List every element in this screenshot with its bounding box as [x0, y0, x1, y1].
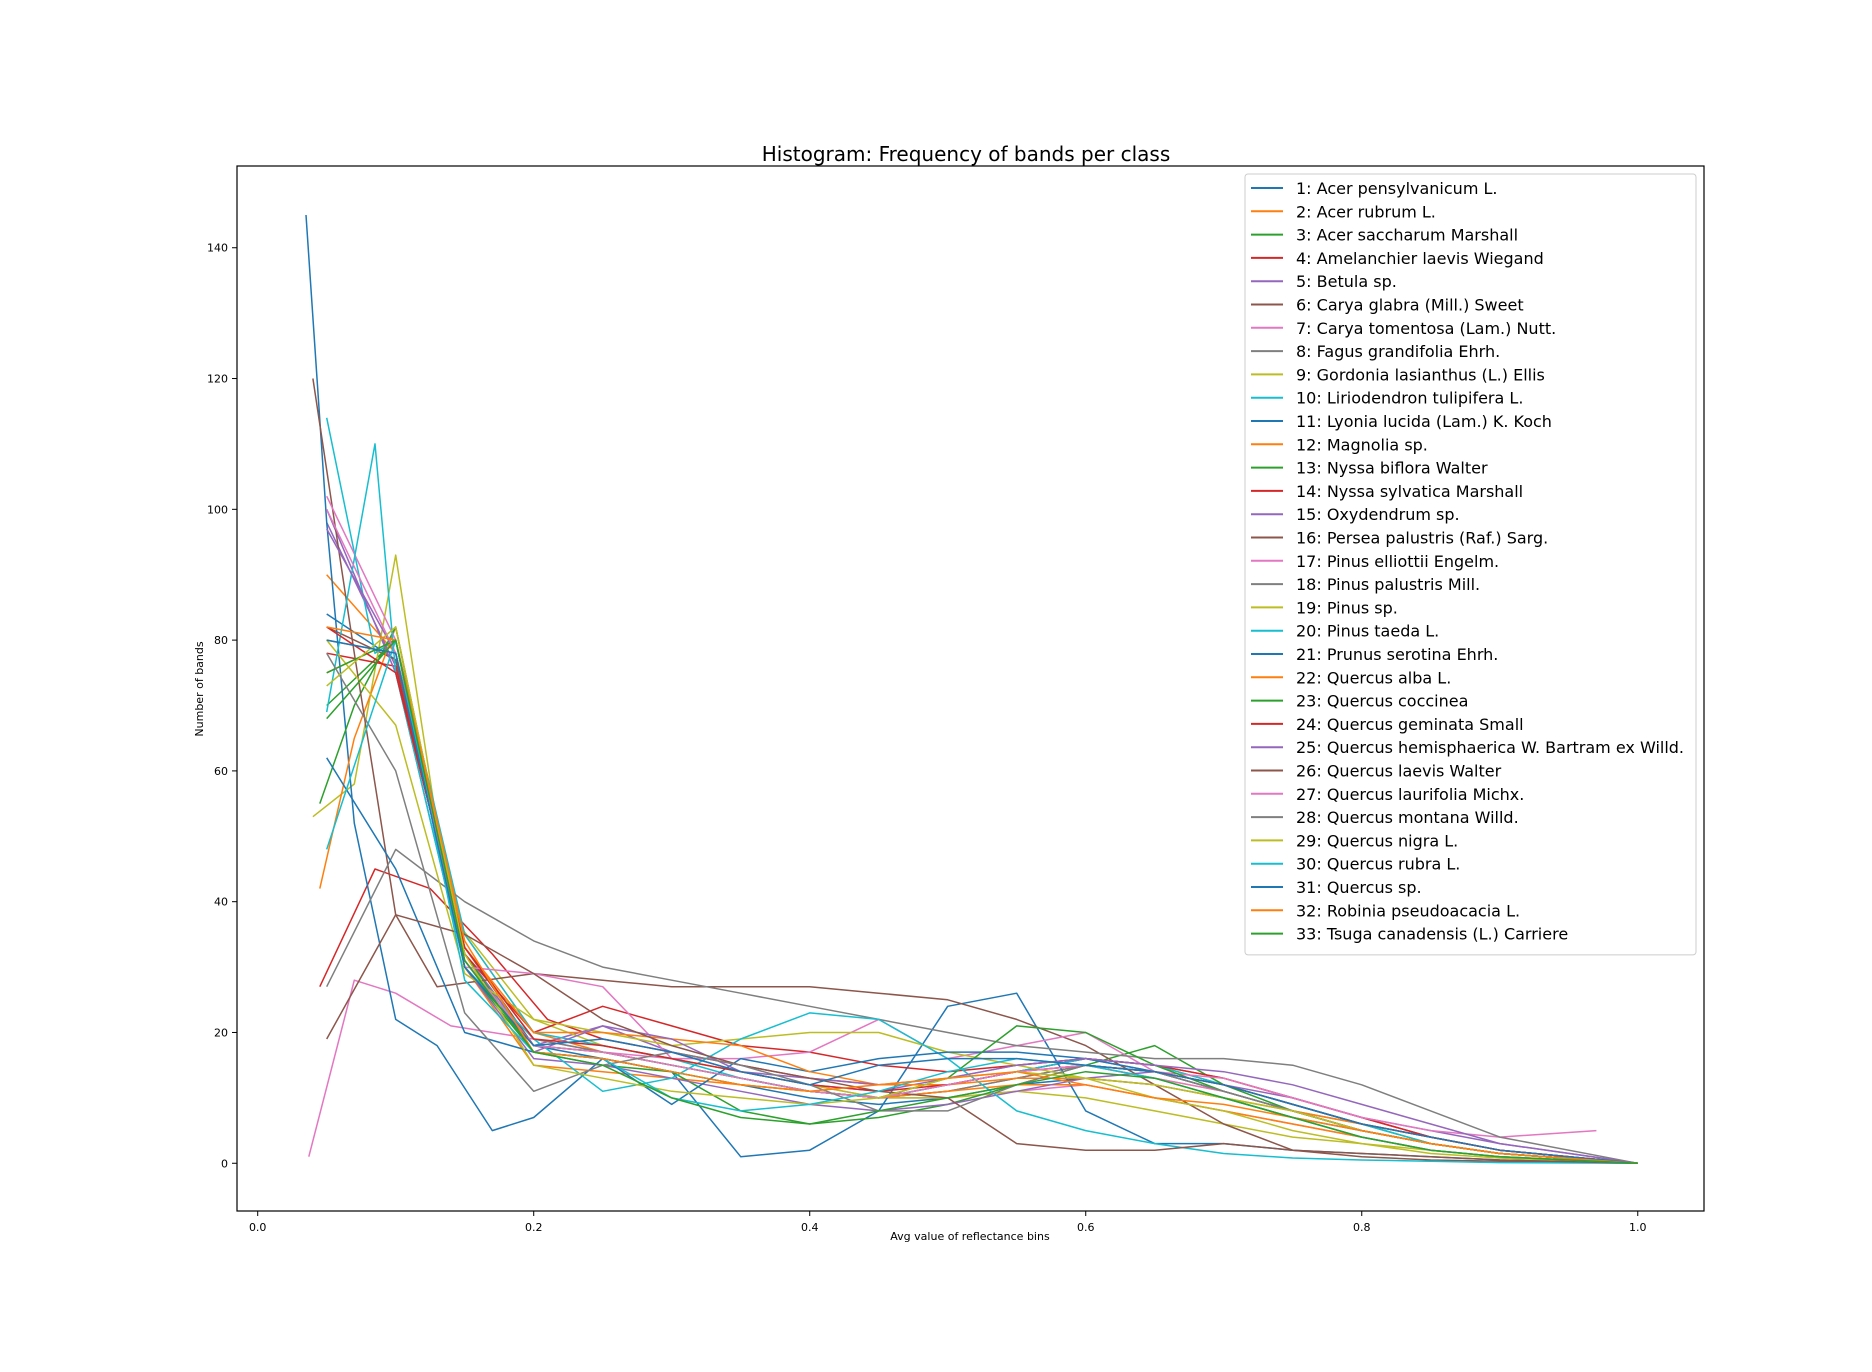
legend-label-11: 11: Lyonia lucida (Lam.) K. Koch	[1296, 412, 1552, 431]
legend-label-7: 7: Carya tomentosa (Lam.) Nutt.	[1296, 319, 1556, 338]
legend-label-2: 2: Acer rubrum L.	[1296, 202, 1436, 221]
x-tick-label: 0.6	[1077, 1221, 1095, 1234]
series-line-16	[312, 378, 1638, 1165]
legend-label-5: 5: Betula sp.	[1296, 272, 1397, 291]
series-line-31	[326, 639, 1638, 1165]
legend-label-17: 17: Pinus elliottii Engelm.	[1296, 552, 1499, 571]
legend-label-10: 10: Liriodendron tulipifera L.	[1296, 389, 1523, 408]
legend-box	[1244, 173, 1697, 956]
chart-title: Histogram: Frequency of bands per class	[762, 142, 1171, 166]
plot-area-frame	[236, 165, 1705, 1212]
legend-label-26: 26: Quercus laevis Walter	[1296, 762, 1502, 781]
legend-label-31: 31: Quercus sp.	[1296, 878, 1422, 897]
legend-label-32: 32: Robinia pseudoacacia L.	[1296, 901, 1520, 920]
legend-label-33: 33: Tsuga canadensis (L.) Carriere	[1296, 925, 1568, 944]
legend-label-6: 6: Carya glabra (Mill.) Sweet	[1296, 296, 1524, 315]
y-tick-label: 80	[214, 634, 228, 647]
legend-label-13: 13: Nyssa biflora Walter	[1296, 459, 1488, 478]
legend-label-23: 23: Quercus coccinea	[1296, 692, 1468, 711]
legend-label-9: 9: Gordonia lasianthus (L.) Ellis	[1296, 365, 1545, 384]
y-axis-label: Number of bands	[193, 641, 206, 736]
y-tick-label: 40	[214, 896, 228, 909]
x-tick-label: 0.0	[249, 1221, 267, 1234]
legend-label-3: 3: Acer saccharum Marshall	[1296, 226, 1518, 245]
legend-label-25: 25: Quercus hemisphaerica W. Bartram ex …	[1296, 738, 1684, 757]
y-tick-label: 100	[207, 503, 228, 516]
legend-label-15: 15: Oxydendrum sp.	[1296, 505, 1460, 524]
x-axis-label: Avg value of reflectance bins	[890, 1230, 1050, 1243]
legend-label-16: 16: Persea palustris (Raf.) Sarg.	[1296, 529, 1548, 548]
x-tick-label: 0.8	[1353, 1221, 1371, 1234]
legend-label-29: 29: Quercus nigra L.	[1296, 831, 1458, 850]
x-tick-label: 0.4	[801, 1221, 819, 1234]
legend-label-12: 12: Magnolia sp.	[1296, 435, 1428, 454]
legend-label-18: 18: Pinus palustris Mill.	[1296, 575, 1480, 594]
series-line-18	[326, 848, 1638, 1165]
series-lines-layer	[305, 214, 1638, 1165]
legend-label-4: 4: Amelanchier laevis Wiegand	[1296, 249, 1544, 268]
y-tick-label: 0	[221, 1157, 228, 1170]
y-tick-label: 140	[207, 242, 228, 255]
legend-label-22: 22: Quercus alba L.	[1296, 668, 1451, 687]
y-tick-label: 120	[207, 373, 228, 386]
x-tick-label: 0.2	[525, 1221, 543, 1234]
y-tick-label: 60	[214, 765, 228, 778]
legend-label-1: 1: Acer pensylvanicum L.	[1296, 179, 1497, 198]
legend-label-8: 8: Fagus grandifolia Ehrh.	[1296, 342, 1500, 361]
y-axis: 0 20 40 60 80 100 120 140	[207, 242, 237, 1170]
legend: 1: Acer pensylvanicum L. 2: Acer rubrum L…	[1244, 173, 1697, 956]
legend-label-27: 27: Quercus laurifolia Michx.	[1296, 785, 1524, 804]
legend-label-28: 28: Quercus montana Willd.	[1296, 808, 1519, 827]
legend-label-30: 30: Quercus rubra L.	[1296, 855, 1460, 874]
legend-label-19: 19: Pinus sp.	[1296, 598, 1398, 617]
legend-label-14: 14: Nyssa sylvatica Marshall	[1296, 482, 1523, 501]
series-line-33	[326, 639, 1638, 1165]
legend-label-20: 20: Pinus taeda L.	[1296, 622, 1439, 641]
x-tick-label: 1.0	[1629, 1221, 1647, 1234]
y-tick-label: 20	[214, 1026, 228, 1039]
legend-label-21: 21: Prunus serotina Ehrh.	[1296, 645, 1498, 664]
x-axis: 0.0 0.2 0.4 0.6 0.8 1.0	[249, 1211, 1647, 1234]
legend-label-24: 24: Quercus geminata Small	[1296, 715, 1524, 734]
